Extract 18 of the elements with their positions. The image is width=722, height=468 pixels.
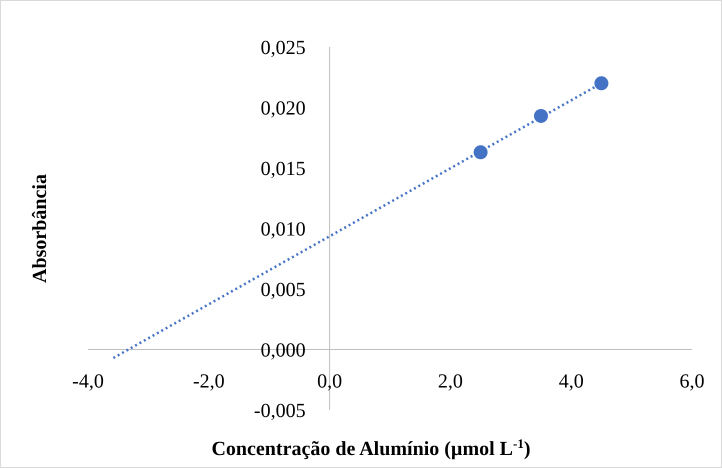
y-tick-label: 0,005 <box>260 279 306 301</box>
point <box>534 108 548 123</box>
y-tick-label: 0,015 <box>260 158 306 180</box>
point <box>474 145 488 160</box>
y-tick-label: 0,010 <box>260 218 306 240</box>
point <box>594 76 608 90</box>
y-tick-label: 0,000 <box>260 340 306 362</box>
y-tick-label: 0,025 <box>260 37 306 59</box>
x-tick-label: 4,0 <box>558 370 584 392</box>
x-tick-label: 2,0 <box>438 370 463 392</box>
x-axis-title: Concentração de Alumínio (µmol L$^{-1}$) <box>211 436 531 460</box>
y-tick-label: 0,020 <box>260 98 306 120</box>
x-tick-label: 0,0 <box>317 370 342 392</box>
x-tick-label: -4,0 <box>72 370 104 392</box>
x-tick-label: -2,0 <box>192 370 225 392</box>
y-axis-title: Absorbância <box>29 174 51 283</box>
x-tick-label: 6,0 <box>680 370 704 392</box>
y-tick-label: -0,005 <box>254 400 306 422</box>
